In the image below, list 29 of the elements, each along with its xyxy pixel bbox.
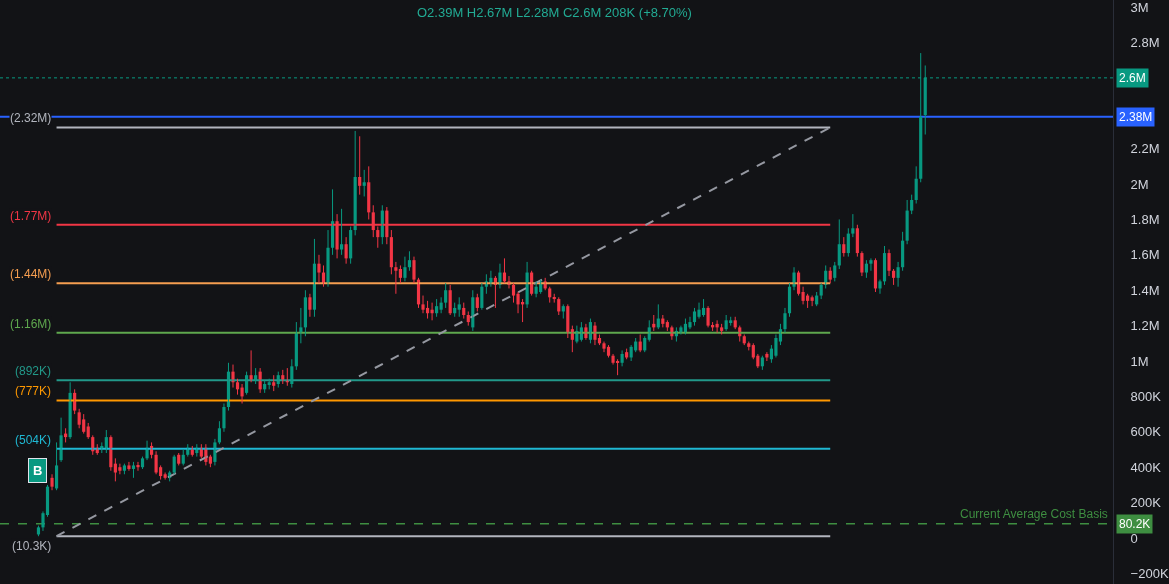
y-tick-label: 600K xyxy=(1130,424,1162,440)
y-tick-label: 2.8M xyxy=(1130,35,1160,51)
y-tick-label: 0 xyxy=(1130,530,1138,546)
series-label: (777K) xyxy=(15,384,52,398)
y-tick-label: 200K xyxy=(1130,495,1162,511)
series-label: (504K) xyxy=(15,433,52,447)
series-label: (1.77M) xyxy=(10,209,52,223)
chart-subtitle: O2.39M H2.67M L2.28M C2.6M 208K (+8.70%) xyxy=(417,5,692,20)
annotation: B xyxy=(33,463,43,478)
y-tick-label: 2.2M xyxy=(1130,141,1160,157)
y-tick-label: 400K xyxy=(1130,459,1162,475)
series-label: (892K) xyxy=(15,364,52,378)
y-tick-label: 800K xyxy=(1130,388,1162,404)
y-tick-label: 1.4M xyxy=(1130,282,1160,298)
series-label: (2.32M) xyxy=(10,111,52,125)
series-label: (10.3K) xyxy=(12,539,52,553)
y-tick-label: −200K xyxy=(1130,565,1169,581)
series-label: (1.44M) xyxy=(10,267,52,281)
ref-line-label: 80.2K xyxy=(1119,517,1151,531)
series-label: (1.16M) xyxy=(10,317,52,331)
y-tick-label: 1.6M xyxy=(1130,247,1160,263)
y-tick-label: 2M xyxy=(1130,176,1149,192)
annotation: Current Average Cost Basis xyxy=(960,507,1108,521)
y-tick-label: 1.8M xyxy=(1130,211,1160,227)
y-tick-label: 3M xyxy=(1130,0,1149,15)
ref-line-label: 2.6M xyxy=(1119,71,1146,85)
y-tick-label: 1.2M xyxy=(1130,318,1160,334)
y-tick-label: 1M xyxy=(1130,353,1149,369)
ref-line-label: 2.38M xyxy=(1119,110,1153,124)
